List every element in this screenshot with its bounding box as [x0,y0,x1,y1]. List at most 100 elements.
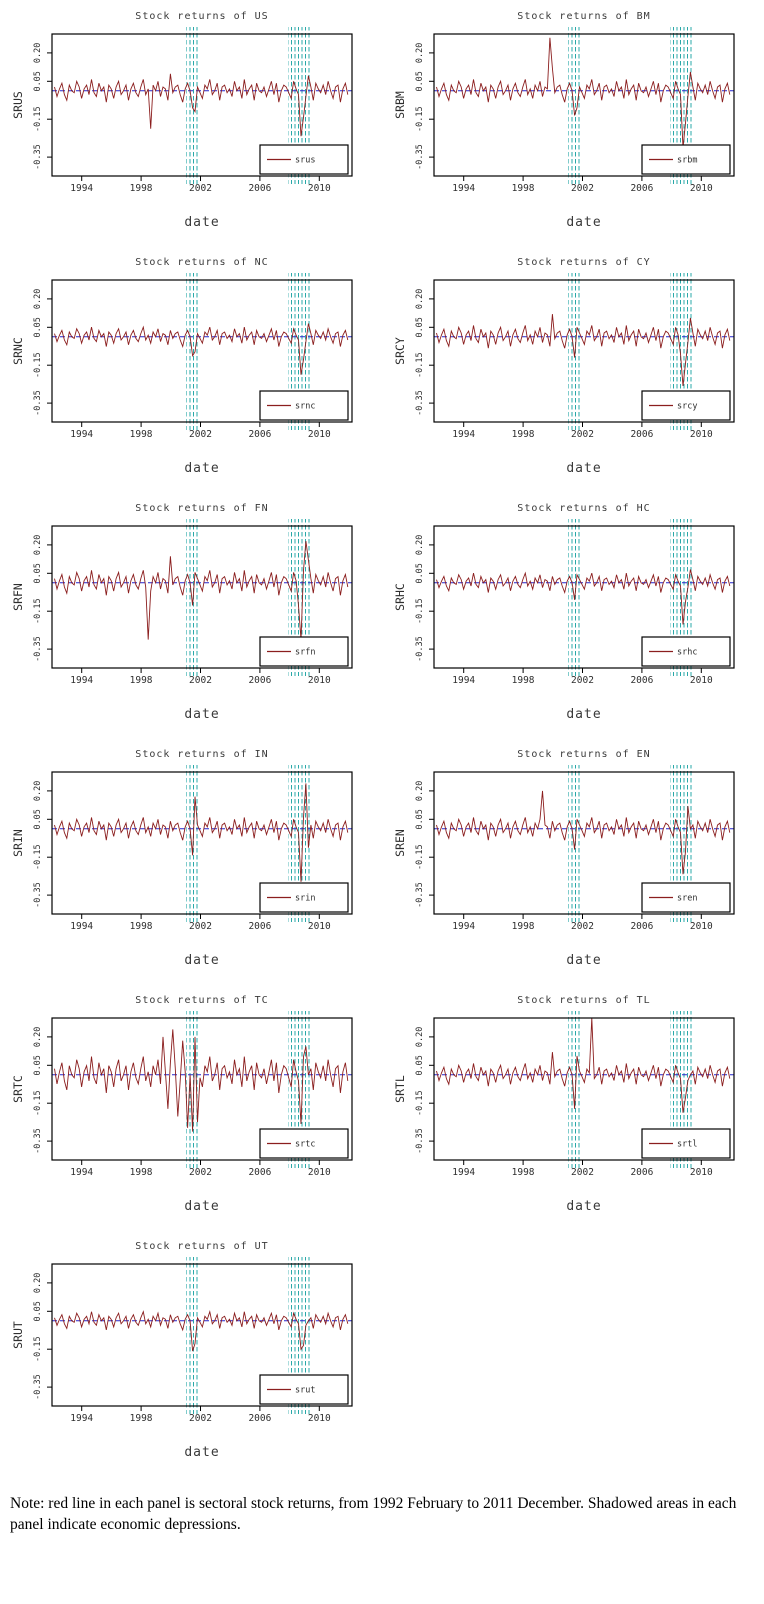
x-tick-label: 1994 [452,921,475,932]
chart-panel-ut: Stock returns of UT SRUT 1994 1998 2002 200… [10,1238,366,1464]
chart-panel-fn: Stock returns of FN SRFN 1994 1998 2002 200… [10,500,366,726]
x-tick-label: 1998 [130,921,153,932]
chart-svg-bm: SRBM 1994 1998 2002 2006 2010 0.20 0.05 -0.15 -0… [393,27,735,194]
legend-label: srnc [295,402,315,412]
y-axis-title: SREN [393,829,407,857]
x-tick-label: 1998 [512,1167,535,1178]
chart-svg-tc: SRTC 1994 1998 2002 2006 2010 0.20 0.05 -0.15 -0… [11,1011,353,1178]
x-tick-label: 2010 [690,183,713,194]
y-tick-label: 0.05 [415,317,425,337]
x-axis-label: date [566,953,602,968]
x-tick-label: 1998 [130,429,153,440]
y-tick-label: -0.15 [415,598,425,624]
x-tick-label: 2006 [630,1167,653,1178]
y-tick-label: -0.35 [415,144,425,170]
y-axis-title: SRTC [11,1075,25,1103]
x-tick-label: 1994 [452,675,475,686]
series-line [436,1017,731,1113]
plot-frame [433,1017,735,1161]
legend-box [641,882,731,913]
plot-frame [51,279,353,423]
x-tick-label: 1994 [70,1167,93,1178]
y-tick-label: -0.35 [33,882,43,908]
y-tick-label: -0.15 [33,1336,43,1362]
x-tick-label: 1994 [452,429,475,440]
x-tick-label: 2006 [248,1167,271,1178]
y-axis-title: SRHC [393,583,407,611]
x-tick-label: 2010 [308,1413,331,1424]
x-tick-label: 2002 [189,1413,212,1424]
y-tick-label: 0.05 [33,563,43,583]
legend-label: srbm [677,156,697,166]
y-tick-label: -0.35 [415,636,425,662]
y-tick-label: 0.05 [415,809,425,829]
recession-band [568,27,582,184]
x-tick-label: 2006 [248,183,271,194]
series-line [436,314,731,387]
y-axis-title: SRNC [11,337,25,365]
legend-label: srcy [677,402,697,412]
y-tick-label: -0.35 [415,882,425,908]
x-axis-label: date [566,215,602,230]
x-tick-label: 1994 [452,183,475,194]
plot-frame [51,771,353,915]
legend: srnc [259,390,349,421]
plot-frame [433,279,735,423]
panel-title: Stock returns of UT [135,1241,269,1252]
y-tick-label: 0.05 [415,1055,425,1075]
x-tick-label: 2010 [308,675,331,686]
x-tick-label: 1994 [70,183,93,194]
x-tick-label: 2002 [189,675,212,686]
recession-band [186,27,200,184]
y-tick-label: 0.05 [33,1301,43,1321]
y-tick-label: 0.20 [33,43,43,63]
chart-panel-us: Stock returns of US SRUS 1994 1998 2002 200… [10,8,366,234]
y-tick-label: -0.35 [415,1128,425,1154]
x-tick-label: 2010 [308,1167,331,1178]
legend-label: srhc [677,648,697,658]
y-tick-label: -0.15 [33,844,43,870]
x-tick-label: 2010 [308,429,331,440]
y-tick-label: 0.05 [33,1055,43,1075]
recession-band [186,1011,200,1168]
x-axis-label: date [184,1445,220,1460]
x-tick-label: 1994 [70,429,93,440]
x-tick-label: 1994 [70,1413,93,1424]
y-tick-label: 0.20 [33,535,43,555]
plot-frame [51,1263,353,1407]
panel-title: Stock returns of US [135,11,269,22]
figure-note: Note: red line in each panel is sectoral… [10,1495,737,1533]
chart-panel-nc: Stock returns of NC SRNC 1994 1998 2002 200… [10,254,366,480]
y-tick-label: -0.35 [33,390,43,416]
y-tick-label: 0.20 [33,1273,43,1293]
panel-title: Stock returns of EN [517,749,651,760]
chart-svg-ut: SRUT 1994 1998 2002 2006 2010 0.20 0.05 -0.15 -0… [11,1257,353,1424]
chart-svg-in: SRIN 1994 1998 2002 2006 2010 0.20 0.05 -0.15 -0… [11,765,353,932]
y-tick-label: -0.35 [33,1128,43,1154]
y-tick-label: -0.15 [33,598,43,624]
recession-band [186,273,200,430]
chart-svg-hc: SRHC 1994 1998 2002 2006 2010 0.20 0.05 -0.15 -0… [393,519,735,686]
y-tick-label: -0.15 [33,1090,43,1116]
legend: srhc [641,636,731,667]
series-line [54,1309,349,1352]
x-axis-label: date [184,707,220,722]
y-tick-label: -0.15 [415,106,425,132]
x-tick-label: 1998 [130,183,153,194]
legend-label: srin [295,894,315,904]
panel-title: Stock returns of IN [135,749,269,760]
legend-label: sren [677,894,697,904]
legend: srcy [641,390,731,421]
plot-frame [433,33,735,177]
x-tick-label: 2006 [630,429,653,440]
y-tick-label: -0.15 [415,844,425,870]
series-line [54,73,349,137]
y-tick-label: 0.20 [415,43,425,63]
chart-svg-fn: SRFN 1994 1998 2002 2006 2010 0.20 0.05 -0.15 -0… [11,519,353,686]
series-line [436,569,731,625]
x-tick-label: 1998 [130,1167,153,1178]
x-tick-label: 2006 [630,183,653,194]
panel-title: Stock returns of FN [135,503,269,514]
y-tick-label: -0.15 [33,106,43,132]
y-axis-title: SRUT [11,1321,25,1349]
